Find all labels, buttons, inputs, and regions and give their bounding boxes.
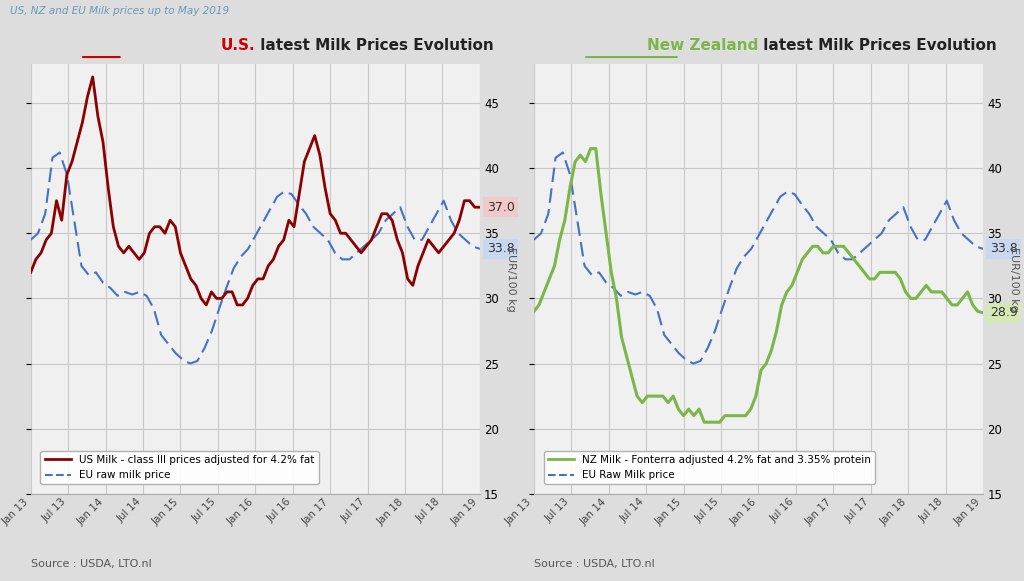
Text: New Zealand: New Zealand bbox=[647, 38, 759, 53]
Text: 28.9: 28.9 bbox=[990, 306, 1018, 319]
Text: U.S.: U.S. bbox=[221, 38, 255, 53]
Y-axis label: EUR/100 kg: EUR/100 kg bbox=[506, 246, 516, 311]
Legend: US Milk - class III prices adjusted for 4.2% fat, EU raw milk price: US Milk - class III prices adjusted for … bbox=[40, 451, 318, 485]
Text: Source : USDA, LTO.nl: Source : USDA, LTO.nl bbox=[31, 560, 152, 569]
Text: 33.8: 33.8 bbox=[990, 242, 1018, 256]
Text: 33.8: 33.8 bbox=[486, 242, 515, 256]
Y-axis label: EUR/100 kg: EUR/100 kg bbox=[1009, 246, 1019, 311]
Text: 37.0: 37.0 bbox=[486, 200, 515, 214]
Text: Source : USDA, LTO.nl: Source : USDA, LTO.nl bbox=[534, 560, 654, 569]
Text: latest Milk Prices Evolution: latest Milk Prices Evolution bbox=[759, 38, 997, 53]
Text: latest Milk Prices Evolution: latest Milk Prices Evolution bbox=[255, 38, 494, 53]
Legend: NZ Milk - Fonterra adjusted 4.2% fat and 3.35% protein, EU Raw Milk price: NZ Milk - Fonterra adjusted 4.2% fat and… bbox=[544, 451, 876, 485]
Text: US, NZ and EU Milk prices up to May 2019: US, NZ and EU Milk prices up to May 2019 bbox=[10, 6, 229, 16]
